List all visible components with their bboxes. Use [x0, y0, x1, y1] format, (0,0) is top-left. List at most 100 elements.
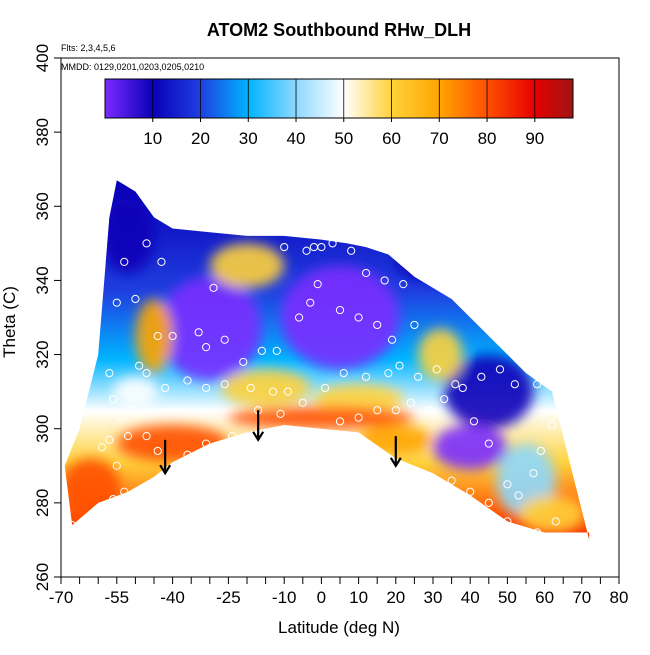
x-tick-label: 60 — [535, 588, 554, 607]
observation-point — [183, 450, 192, 459]
chart-subtitle-flights: Flts: 2,3,4,5,6 — [61, 43, 116, 53]
observation-point — [321, 383, 330, 393]
y-tick-label: 340 — [33, 266, 52, 294]
observation-point — [105, 435, 114, 444]
colorbar-tick-label: 30 — [239, 129, 258, 148]
rh-field-blob — [157, 276, 262, 381]
observation-point — [339, 369, 348, 378]
observation-point — [298, 398, 307, 407]
observation-point — [112, 461, 121, 470]
observation-points — [68, 239, 560, 537]
observation-point — [183, 376, 192, 385]
observation-point — [108, 394, 118, 404]
observation-point — [503, 517, 512, 526]
observation-point — [116, 413, 125, 422]
observation-point — [201, 439, 211, 448]
colorbar-tick-label: 20 — [191, 129, 210, 148]
observation-point — [440, 394, 449, 404]
chart-subtitle-dates: MMDD: 0129,0201,0203,0205,0210 — [61, 62, 204, 72]
rh-field-blob — [220, 369, 311, 407]
observation-point — [246, 383, 255, 393]
observation-point — [484, 439, 493, 448]
observation-point — [469, 417, 479, 426]
arrows — [159, 410, 402, 476]
observation-point — [239, 357, 248, 367]
observation-point — [306, 298, 315, 307]
observation-point — [280, 242, 289, 252]
observation-point — [484, 498, 493, 507]
observation-point — [503, 480, 512, 489]
observation-point — [361, 268, 371, 278]
observation-point — [97, 443, 107, 452]
rh-field-blob — [101, 198, 154, 274]
arrow-head — [389, 457, 402, 468]
x-tick-label: 20 — [386, 588, 405, 607]
y-tick-label: 280 — [33, 489, 52, 517]
colorbar-tick-label: 90 — [525, 129, 544, 148]
observation-point — [533, 528, 542, 537]
observation-point — [313, 280, 322, 289]
x-axis-label: Latitude (deg N) — [278, 618, 400, 637]
y-tick-label: 320 — [33, 340, 52, 368]
rh-field-blob — [228, 406, 415, 429]
observation-point — [361, 372, 371, 381]
x-tick-label: -40 — [160, 588, 185, 607]
observation-point — [294, 313, 304, 322]
observation-point — [328, 239, 337, 248]
x-tick-label: -25 — [216, 588, 241, 607]
observation-point — [354, 413, 363, 422]
observation-point — [533, 380, 542, 389]
observation-point — [68, 521, 77, 530]
observation-point — [458, 383, 467, 393]
observation-point — [399, 257, 408, 266]
observation-point — [209, 283, 218, 292]
observation-point — [220, 335, 229, 344]
rh-field-blob — [113, 376, 158, 407]
x-tick-label: 40 — [461, 588, 480, 607]
y-tick-label: 260 — [33, 563, 52, 591]
observation-point — [384, 369, 393, 378]
rh-field-blob — [313, 384, 404, 414]
y-tick-label: 300 — [33, 415, 52, 443]
observation-point — [399, 280, 408, 289]
observation-point — [161, 383, 170, 393]
rh-field-blob — [418, 328, 463, 381]
observation-point — [123, 432, 133, 441]
y-axis-label: Theta (C) — [0, 286, 19, 358]
observation-point — [112, 298, 121, 307]
observation-point — [387, 335, 397, 344]
observation-point — [272, 346, 281, 355]
colorbar-tick-label: 60 — [382, 129, 401, 148]
observation-point — [380, 276, 389, 285]
rh-field-blob — [444, 354, 534, 429]
observation-point — [317, 242, 326, 252]
observation-point — [127, 406, 136, 415]
x-tick-label: -10 — [272, 588, 297, 607]
observation-point — [391, 406, 400, 415]
y-tick-label: 360 — [33, 192, 52, 220]
x-tick-label: -70 — [49, 588, 74, 607]
observation-point — [220, 380, 229, 389]
observation-point — [194, 328, 203, 337]
observation-point — [447, 476, 456, 485]
observation-point — [510, 380, 519, 389]
observation-point — [529, 469, 538, 478]
observation-point — [257, 346, 266, 355]
y-tick-label: 400 — [33, 44, 52, 72]
observation-point — [120, 487, 129, 496]
colorbar-tick-label: 50 — [334, 129, 353, 148]
colorbar — [104, 78, 574, 119]
observation-point — [168, 331, 177, 341]
observation-point — [406, 398, 415, 407]
rh-field-blobs — [64, 198, 586, 533]
observation-point — [373, 320, 382, 330]
observation-point — [432, 365, 441, 374]
observation-point — [201, 343, 211, 352]
x-tick-label: 0 — [317, 588, 326, 607]
chart-title: ATOM2 Southbound RHw_DLH — [207, 20, 471, 40]
observation-point — [451, 380, 460, 389]
rh-field-blob — [433, 425, 508, 470]
observation-point — [547, 420, 557, 430]
observation-point — [536, 446, 545, 456]
